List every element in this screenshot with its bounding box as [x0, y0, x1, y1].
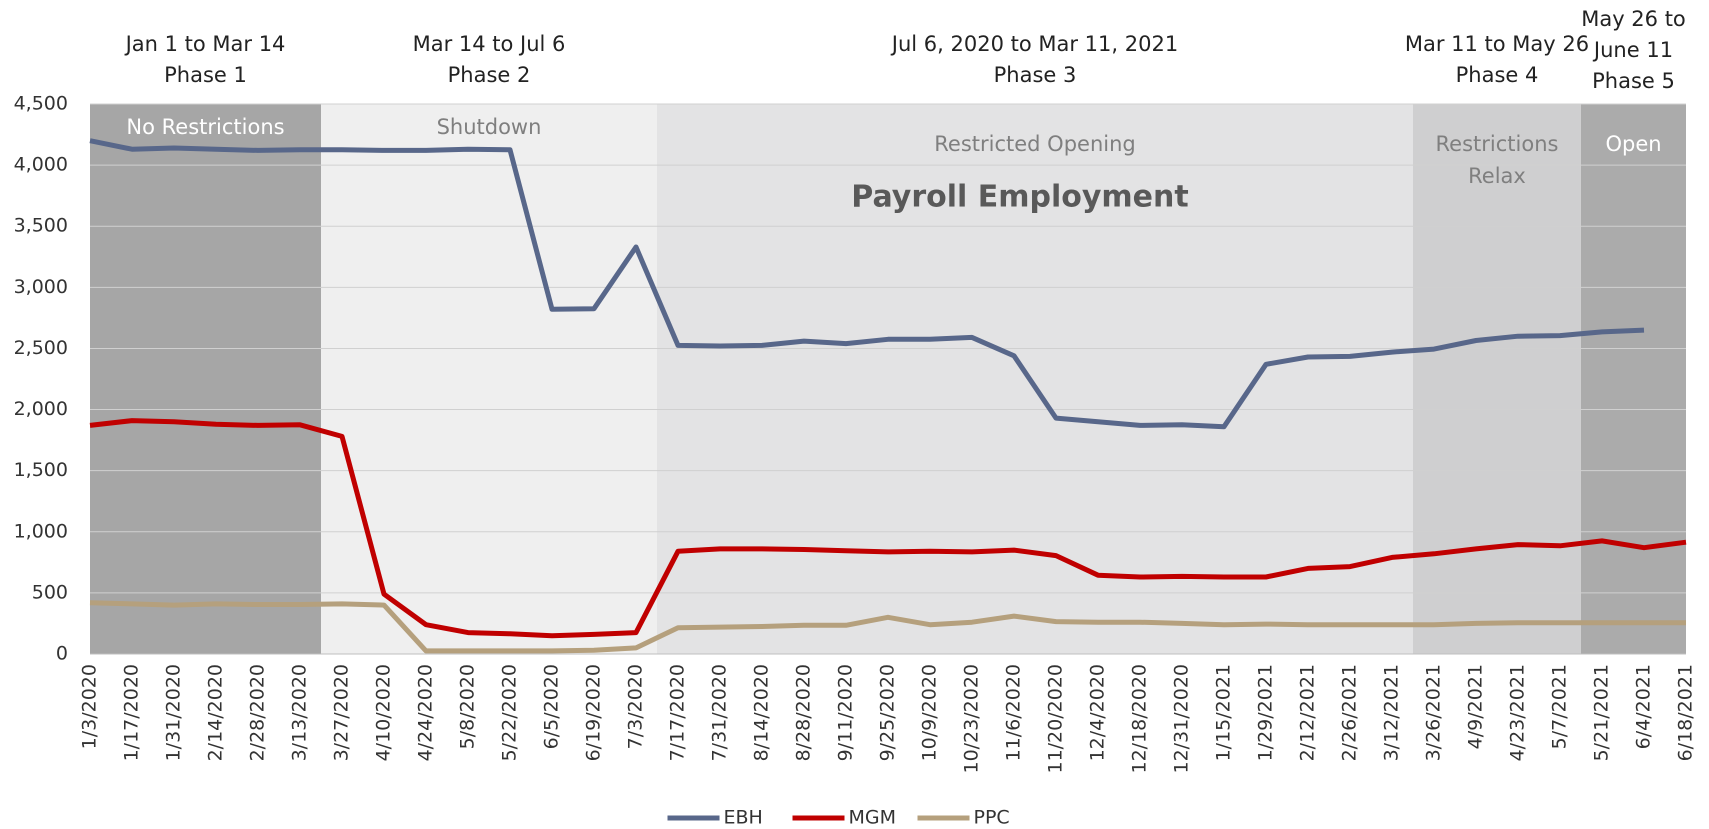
- x-tick-label: 4/24/2020: [415, 664, 437, 761]
- x-tick-label: 8/28/2020: [793, 664, 815, 761]
- x-tick-label: 2/26/2021: [1339, 664, 1361, 761]
- series-line: [89, 418, 1687, 639]
- phase-band: [1413, 104, 1581, 654]
- phase-header: Phase 2: [448, 63, 531, 87]
- phase-band: [657, 104, 1413, 654]
- x-tick-label: 8/14/2020: [751, 664, 773, 761]
- x-tick-label: 5/22/2020: [499, 664, 521, 761]
- phase-header: June 11: [1592, 38, 1673, 62]
- phase-label: No Restrictions: [126, 115, 284, 139]
- phase-header: May 26 to: [1581, 7, 1686, 31]
- series-line: [89, 600, 1686, 654]
- legend-label: PPC: [974, 807, 1010, 829]
- y-tick-label: 4,000: [14, 154, 68, 176]
- phase-label: Restricted Opening: [934, 132, 1135, 156]
- phase-band: [321, 104, 657, 654]
- x-tick-label: 9/25/2020: [877, 664, 899, 761]
- x-tick-label: 6/18/2021: [1675, 664, 1697, 761]
- x-tick-label: 2/12/2021: [1297, 664, 1319, 761]
- phase-label: Relax: [1468, 164, 1526, 188]
- y-tick-label: 500: [32, 581, 68, 603]
- phase-label: Shutdown: [437, 115, 542, 139]
- x-tick-label: 4/9/2021: [1465, 664, 1487, 749]
- x-tick-label: 11/20/2020: [1045, 664, 1067, 774]
- y-tick-label: 3,000: [14, 276, 68, 298]
- x-tick-label: 7/17/2020: [667, 664, 689, 761]
- x-tick-label: 3/12/2021: [1381, 664, 1403, 761]
- phase-header: Jul 6, 2020 to Mar 11, 2021: [890, 32, 1178, 56]
- x-tick-label: 11/6/2020: [1003, 664, 1025, 761]
- y-tick-label: 1,000: [14, 520, 68, 542]
- y-tick-label: 3,500: [14, 215, 68, 237]
- y-tick-label: 2,500: [14, 337, 68, 359]
- x-tick-label: 1/31/2020: [163, 664, 185, 761]
- x-tick-label: 6/5/2020: [541, 664, 563, 749]
- x-tick-label: 5/21/2021: [1591, 664, 1613, 761]
- x-tick-label: 1/17/2020: [121, 664, 143, 761]
- x-tick-label: 1/15/2021: [1213, 664, 1235, 761]
- x-tick-label: 1/29/2021: [1255, 664, 1277, 761]
- phase-label: Open: [1605, 132, 1661, 156]
- x-tick-label: 7/31/2020: [709, 664, 731, 761]
- phase-header: Phase 1: [164, 63, 247, 87]
- x-tick-label: 6/19/2020: [583, 664, 605, 761]
- y-tick-label: 1,500: [14, 459, 68, 481]
- y-tick-label: 0: [56, 643, 68, 665]
- y-tick-label: 4,500: [14, 93, 68, 115]
- x-tick-label: 10/23/2020: [961, 664, 983, 774]
- x-tick-label: 5/8/2020: [457, 664, 479, 749]
- x-tick-label: 3/13/2020: [289, 664, 311, 761]
- x-tick-label: 10/9/2020: [919, 664, 941, 761]
- phase-header: Jan 1 to Mar 14: [124, 32, 286, 56]
- x-tick-label: 3/26/2021: [1423, 664, 1445, 761]
- x-tick-label: 5/7/2021: [1549, 664, 1571, 749]
- chart-title: Payroll Employment: [851, 180, 1188, 215]
- phase-band: [1581, 104, 1686, 654]
- phase-band: [90, 104, 321, 654]
- phase-label: Restrictions: [1436, 132, 1559, 156]
- legend-label: EBH: [724, 807, 763, 829]
- legend-label: MGM: [849, 807, 897, 829]
- phase-header: Phase 4: [1456, 63, 1539, 87]
- phase-header: Mar 14 to Jul 6: [413, 32, 566, 56]
- grid: [90, 103, 1686, 655]
- x-tick-label: 1/3/2020: [79, 664, 101, 749]
- y-tick-label: 2,000: [14, 398, 68, 420]
- phase-header: Phase 5: [1592, 69, 1675, 93]
- x-tick-label: 9/11/2020: [835, 664, 857, 761]
- x-tick-label: 4/23/2021: [1507, 664, 1529, 761]
- phase-bands: [90, 104, 1686, 654]
- x-tick-label: 2/14/2020: [205, 664, 227, 761]
- x-tick-label: 2/28/2020: [247, 664, 269, 761]
- series-line: [89, 138, 1645, 430]
- x-tick-label: 6/4/2021: [1633, 664, 1655, 749]
- x-tick-label: 12/18/2020: [1129, 664, 1151, 774]
- x-tick-label: 3/27/2020: [331, 664, 353, 761]
- x-tick-label: 12/4/2020: [1087, 664, 1109, 761]
- x-tick-label: 7/3/2020: [625, 664, 647, 749]
- x-tick-label: 12/31/2020: [1171, 664, 1193, 774]
- phase-header: Mar 11 to May 26: [1405, 32, 1589, 56]
- phase-header: Phase 3: [994, 63, 1077, 87]
- x-tick-label: 4/10/2020: [373, 664, 395, 761]
